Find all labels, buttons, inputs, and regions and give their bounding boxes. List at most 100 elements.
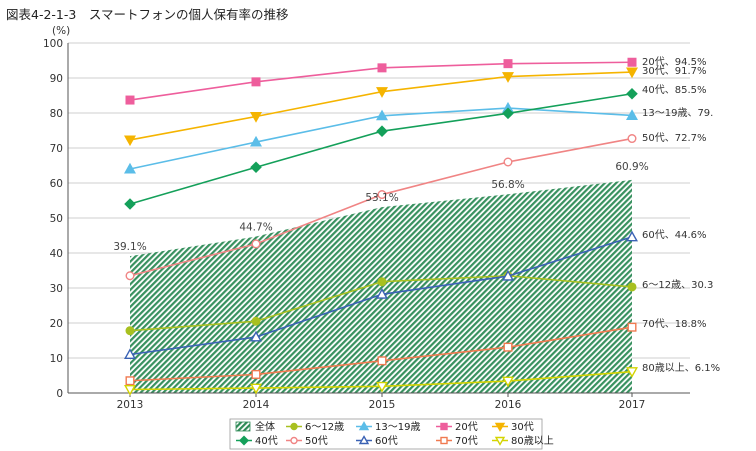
data-point [251, 77, 261, 87]
end-label: 40代、85.5% [642, 84, 707, 96]
y-tick-label: 100 [43, 38, 63, 50]
data-point [376, 87, 388, 98]
data-point [503, 157, 513, 167]
series-13～19歳 [124, 101, 638, 174]
data-point [377, 63, 387, 73]
data-point [440, 436, 448, 445]
data-point [627, 134, 637, 144]
y-tick-label: 10 [50, 353, 63, 365]
legend-item: 20代 [436, 421, 478, 433]
data-point [626, 230, 638, 242]
legend-item: 60代 [356, 435, 398, 447]
data-point [503, 342, 513, 352]
end-label: 13～19歳、79. [642, 107, 713, 119]
legend-label: 40代 [255, 435, 278, 447]
data-point [250, 111, 262, 123]
data-point [251, 239, 261, 249]
x-tick-label: 2015 [369, 399, 396, 411]
series-60代 [124, 230, 638, 359]
legend-label: 20代 [455, 421, 478, 433]
data-point [124, 348, 136, 359]
data-point [626, 87, 638, 100]
series-40代 [124, 87, 638, 210]
data-point [250, 330, 262, 342]
y-tick-label: 50 [50, 213, 63, 225]
data-point [494, 436, 506, 446]
data-point [626, 109, 638, 120]
data-point [124, 162, 136, 174]
end-label: 70代、18.8% [642, 318, 707, 330]
end-label: 30代、91.7% [642, 65, 707, 77]
area-data-label: 44.7% [239, 222, 272, 234]
chart-title: 図表4-2-1-3 スマートフォンの個人保有率の推移 [6, 7, 289, 22]
end-label: 20代、94.5% [642, 56, 707, 68]
data-point [627, 282, 637, 292]
data-point [377, 277, 387, 287]
data-point [290, 422, 298, 431]
end-label: 80歳以上、6.1% [642, 362, 720, 374]
x-tick-label: 2014 [243, 399, 270, 411]
data-point [125, 95, 135, 105]
legend-label: 6～12歳 [305, 421, 344, 433]
y-tick-label: 70 [50, 143, 63, 155]
data-point [626, 67, 638, 79]
legend-label: 80歳以上 [511, 435, 554, 447]
data-point [125, 271, 135, 281]
data-point [376, 288, 388, 299]
legend-label: 13～19歳 [375, 421, 420, 433]
label-layer: 39.1% 44.7% 53.1% 56.8% 60.9% 6～12歳、30.3 13～19… [113, 56, 720, 374]
series-layer [124, 57, 638, 396]
y-tick-label: 20 [50, 318, 63, 330]
end-label: 6～12歳、30.3 [642, 279, 713, 291]
series-70代 [125, 322, 637, 386]
legend-item: 6～12歳 [286, 421, 344, 433]
legend-item: 13～19歳 [356, 421, 420, 433]
data-point [627, 322, 637, 332]
series-50代 [125, 134, 637, 281]
data-point [377, 190, 387, 200]
data-point [251, 316, 261, 326]
data-point [502, 376, 514, 388]
legend-swatch [235, 421, 251, 432]
series-20代 [125, 57, 637, 105]
data-point [250, 135, 262, 147]
y-tick-label: 0 [56, 388, 63, 400]
area-data-label: 53.1% [365, 192, 398, 204]
y-tick-label: 90 [50, 73, 63, 85]
series-80歳以上 [124, 367, 638, 396]
data-point [502, 72, 514, 83]
legend-box [229, 418, 543, 450]
legend-label: 全体 [255, 420, 275, 433]
end-label: 60代、44.6% [642, 229, 707, 241]
data-point [124, 135, 136, 147]
data-point [358, 421, 370, 431]
y-tick-label: 30 [50, 283, 63, 295]
data-point [239, 435, 249, 446]
data-point [626, 367, 638, 378]
data-point [376, 381, 388, 393]
data-point [358, 435, 370, 445]
y-tick-label: 60 [50, 178, 63, 190]
data-point [124, 385, 136, 396]
data-point [376, 109, 388, 121]
data-point [494, 422, 506, 432]
area-data-label: 56.8% [491, 179, 524, 191]
legend-item: 40代 [236, 435, 278, 447]
legend-item: 30代 [492, 421, 534, 433]
area-data-label: 60.9% [615, 161, 648, 173]
x-tick-label: 2017 [619, 399, 646, 411]
data-point [250, 161, 262, 174]
y-axis-label: (%) [52, 25, 70, 37]
data-point [377, 356, 387, 366]
legend-item: 80歳以上 [492, 435, 554, 447]
legend-label: 30代 [511, 421, 534, 433]
legend-item: 全体 [235, 420, 275, 433]
data-point [627, 57, 637, 67]
data-point [124, 198, 136, 210]
legend-label: 50代 [305, 435, 328, 447]
data-point [125, 376, 135, 386]
x-tick-label: 2016 [495, 399, 522, 411]
data-point [250, 383, 262, 395]
y-tick-label: 40 [50, 248, 63, 260]
